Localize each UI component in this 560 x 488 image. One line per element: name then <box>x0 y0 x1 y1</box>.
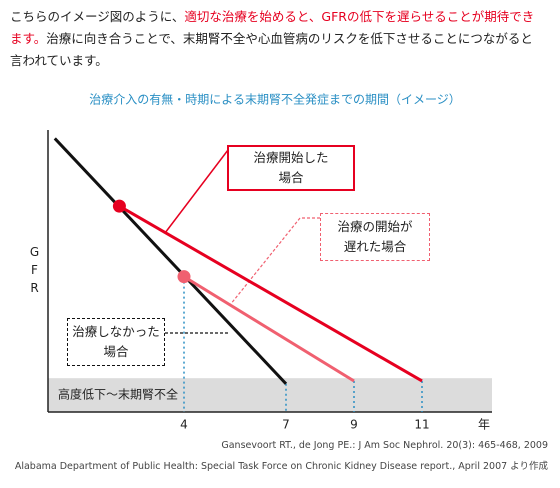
callout-late: 治療の開始が 遅れた場合 <box>320 213 430 261</box>
intro: こちらのイメージ図のように、適切な治療を始めると、GFRの低下を遅らせることが期… <box>10 6 540 72</box>
intro-highlight: 適切な治療を始めると、GFRの低下を遅らせることが期待できます。 <box>10 9 535 46</box>
source-line: Alabama Department of Public Health: Spe… <box>14 461 548 472</box>
x-tick-label: 11 <box>414 418 429 432</box>
y-axis-label: GFR <box>28 245 42 299</box>
series-line <box>183 275 355 383</box>
band <box>48 378 492 412</box>
chart-title: 治療介入の有無・時期による末期腎不全発症までの期間（イメージ） <box>89 92 460 107</box>
series-line <box>53 137 288 385</box>
source-line: Gansevoort RT., de Jong PE.: J Am Soc Ne… <box>221 440 548 451</box>
start-point <box>112 199 126 213</box>
x-tick-label: 4 <box>180 418 188 432</box>
callout-untreated: 治療しなかった 場合 <box>67 318 165 366</box>
series-line <box>118 204 423 383</box>
band-label: 高度低下～末期腎不全 <box>58 387 178 402</box>
leader <box>164 149 229 234</box>
x-tick-label: 9 <box>350 418 358 432</box>
callout-treated: 治療開始した 場合 <box>227 145 355 191</box>
x-axis-label: 年 <box>478 418 490 432</box>
start-point <box>177 270 191 284</box>
leader <box>229 217 320 306</box>
x-tick-label: 7 <box>282 418 290 432</box>
intro-lead: こちらのイメージ図のように、 <box>10 9 185 24</box>
intro-rest: 治療に向き合うことで、末期腎不全や心血管病のリスクを低下させることにつながると言… <box>10 31 533 68</box>
